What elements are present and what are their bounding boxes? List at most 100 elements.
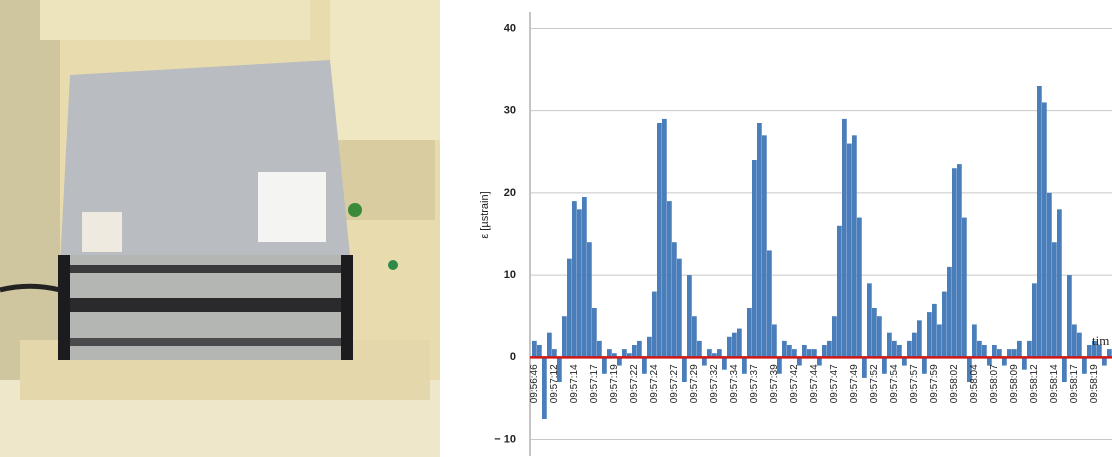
bar [1047,193,1052,357]
bar [577,209,582,357]
x-tick-label: 09:57:47 [829,364,840,403]
bar [722,357,727,369]
photo-connector [388,260,398,270]
bar [1032,283,1037,357]
y-tick-label: 40 [504,22,516,34]
y-tick-label: 10 [504,269,516,281]
bar [927,312,932,357]
bar [857,218,862,358]
x-tick-label: 09:57:24 [649,364,660,403]
bar [872,308,877,357]
bar [652,292,657,358]
page: {"chart_data": {"type": "bar", "y_label"… [0,0,1112,457]
bar [547,333,552,358]
bar [632,345,637,357]
bar [747,308,752,357]
bar [827,341,832,357]
bar [837,226,842,358]
x-tick-label: 09:57:32 [709,364,720,403]
bar [647,337,652,358]
bar [592,308,597,357]
x-tick-label: 09:58:19 [1089,364,1100,403]
x-tick-label: 09:57:44 [809,364,820,403]
bar [832,316,837,357]
bar [752,160,757,357]
bar [897,345,902,357]
bar [972,324,977,357]
photo-sticker [258,172,326,242]
bar [1037,86,1042,357]
x-tick-label: 09:57:12 [549,364,560,403]
x-tick-label: 09:57:34 [729,364,740,403]
bar [877,316,882,357]
x-tick-label: 09:57:39 [769,364,780,403]
bar [952,168,957,357]
bar [992,345,997,357]
bar [742,357,747,373]
photo-box-end [341,255,353,360]
x-tick-label: 09:58:14 [1049,364,1060,403]
x-tick-label: 09:58:02 [949,364,960,403]
bar [732,333,737,358]
bar [587,242,592,357]
bar [692,316,697,357]
x-tick-label: 09:57:59 [929,364,940,403]
bar [917,320,922,357]
bar [582,197,587,357]
bar [1052,242,1057,357]
bar [847,144,852,358]
bar [542,357,547,419]
bar [637,341,642,357]
bar [642,357,647,373]
bar [942,292,947,358]
bar [567,259,572,358]
bar [767,250,772,357]
bar [1077,333,1082,358]
bar [852,135,857,357]
bar [867,283,872,357]
bar [662,119,667,357]
x-tick-label: 09:58:12 [1029,364,1040,403]
bar [537,345,542,357]
bar [937,324,942,357]
bar [912,333,917,358]
bar [977,341,982,357]
x-tick-label: 09:57:54 [889,364,900,403]
bar [572,201,577,357]
bar [982,345,987,357]
bar [657,123,662,357]
bar [892,341,897,357]
y-tick-label: 30 [504,105,516,117]
chart: ε [µstrain] − 1001020304009:56:4609:57:1… [440,0,1112,457]
photo-box-end [58,255,70,360]
photo-device [330,0,440,140]
x-tick-label: 09:57:22 [629,364,640,403]
x-tick-label: 09:58:09 [1009,364,1020,403]
bar [1062,357,1067,382]
x-tick-label: 09:57:37 [749,364,760,403]
bar [757,123,762,357]
bar [962,218,967,358]
bar [667,201,672,357]
bar [947,267,952,357]
y-tick-label: 20 [504,187,516,199]
bar [597,341,602,357]
bar [922,357,927,373]
x-tick-label: 09:57:49 [849,364,860,403]
x-tick-label: 09:57:52 [869,364,880,403]
photo-sticker [82,212,122,252]
bar [1022,357,1027,369]
bar [772,324,777,357]
bar [562,316,567,357]
photo [0,0,440,457]
bar [697,341,702,357]
photo-device [40,0,310,40]
x-tick-label: 09:58:17 [1069,364,1080,403]
x-tick-label: 09:57:29 [689,364,700,403]
x-tick-label: 09:57:17 [589,364,600,403]
bar [682,357,687,382]
y-tick-label: − 10 [494,433,516,445]
x-tick-label: 09:56:46 [529,364,540,403]
bar [1042,102,1047,357]
x-axis-label: tim [1092,333,1109,348]
